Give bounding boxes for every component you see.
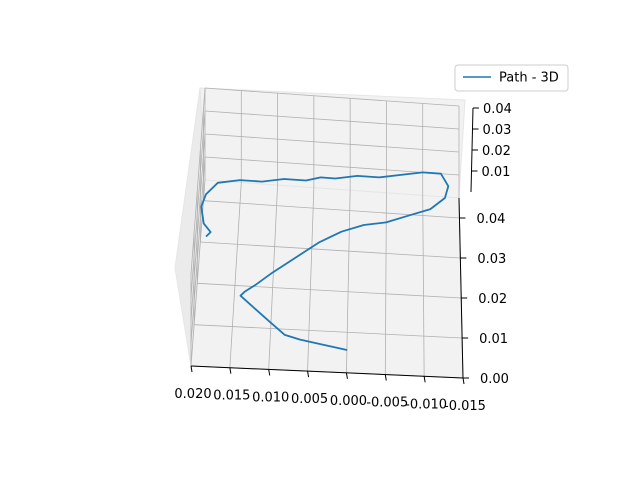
- legend-frame: [454, 64, 569, 92]
- x-tick-mark: [384, 374, 387, 381]
- x-tick-mark: [307, 371, 310, 378]
- grid-line-y: [203, 200, 460, 219]
- grid-line-x: [422, 195, 425, 377]
- series-path-3d: [200, 171, 450, 351]
- x-tick-mark: [190, 365, 193, 373]
- y-tick-label: 0.04: [476, 212, 505, 227]
- floor-pane: [190, 179, 464, 379]
- y-tick-label: 0.01: [479, 332, 508, 347]
- y-tick-label: 0.00: [480, 372, 509, 387]
- z-tick-label: 0.04: [483, 102, 512, 117]
- x-axis-line: [190, 365, 464, 379]
- grid-line-x: [346, 190, 351, 373]
- axes: [190, 107, 479, 385]
- grid-line-z-wall: [204, 110, 460, 130]
- tick-labels: 0.020 0.015 0.010 0.005 0.000 -0.005-0.010-0.…: [174, 102, 512, 414]
- legend-label: Path - 3D: [499, 71, 559, 86]
- grid-line-z-wall: [204, 156, 460, 176]
- y-tick-label: 0.03: [477, 252, 506, 267]
- x-tick-mark: [229, 367, 232, 374]
- x-tick-label: 0.005: [291, 392, 328, 407]
- y-axis-line: [458, 197, 464, 379]
- x-tick-label: 0.010: [252, 390, 289, 405]
- grid-line-x: [268, 185, 278, 370]
- grid-line-z: [190, 110, 206, 298]
- grid-line-z-wall: [204, 87, 460, 107]
- y-tick-label: 0.02: [478, 292, 507, 307]
- x-tick-label: -0.015: [444, 399, 486, 414]
- x-tick-label: 0.020: [174, 387, 211, 402]
- x-tick-label: 0.000: [330, 394, 367, 409]
- z-tick-label: 0.03: [483, 123, 512, 138]
- x-tick-mark: [423, 376, 426, 383]
- grid-line-z: [190, 133, 206, 321]
- x-tick-label: 0.015: [213, 389, 250, 404]
- grid-line-z: [190, 156, 206, 344]
- grid-line-y: [197, 282, 462, 299]
- x-tick-mark: [268, 369, 271, 376]
- x-tick-label: -0.010: [405, 397, 447, 412]
- grid-line-z: [190, 87, 206, 275]
- legend: Path - 3D: [454, 64, 569, 92]
- x-tick-mark: [462, 377, 465, 385]
- grid-line-z-wall: [204, 133, 460, 153]
- series-layer: [200, 171, 450, 351]
- grid-lines: [190, 87, 464, 379]
- grid-line-y: [194, 324, 463, 339]
- x-tick-mark: [345, 372, 348, 379]
- x-tick-label: -0.005: [366, 396, 408, 411]
- z-tick-label: 0.01: [482, 165, 511, 180]
- grid-line-x: [229, 182, 242, 368]
- grid-line-x: [307, 187, 315, 372]
- grid-line-y: [200, 241, 461, 259]
- z-tick-label: 0.02: [482, 144, 511, 159]
